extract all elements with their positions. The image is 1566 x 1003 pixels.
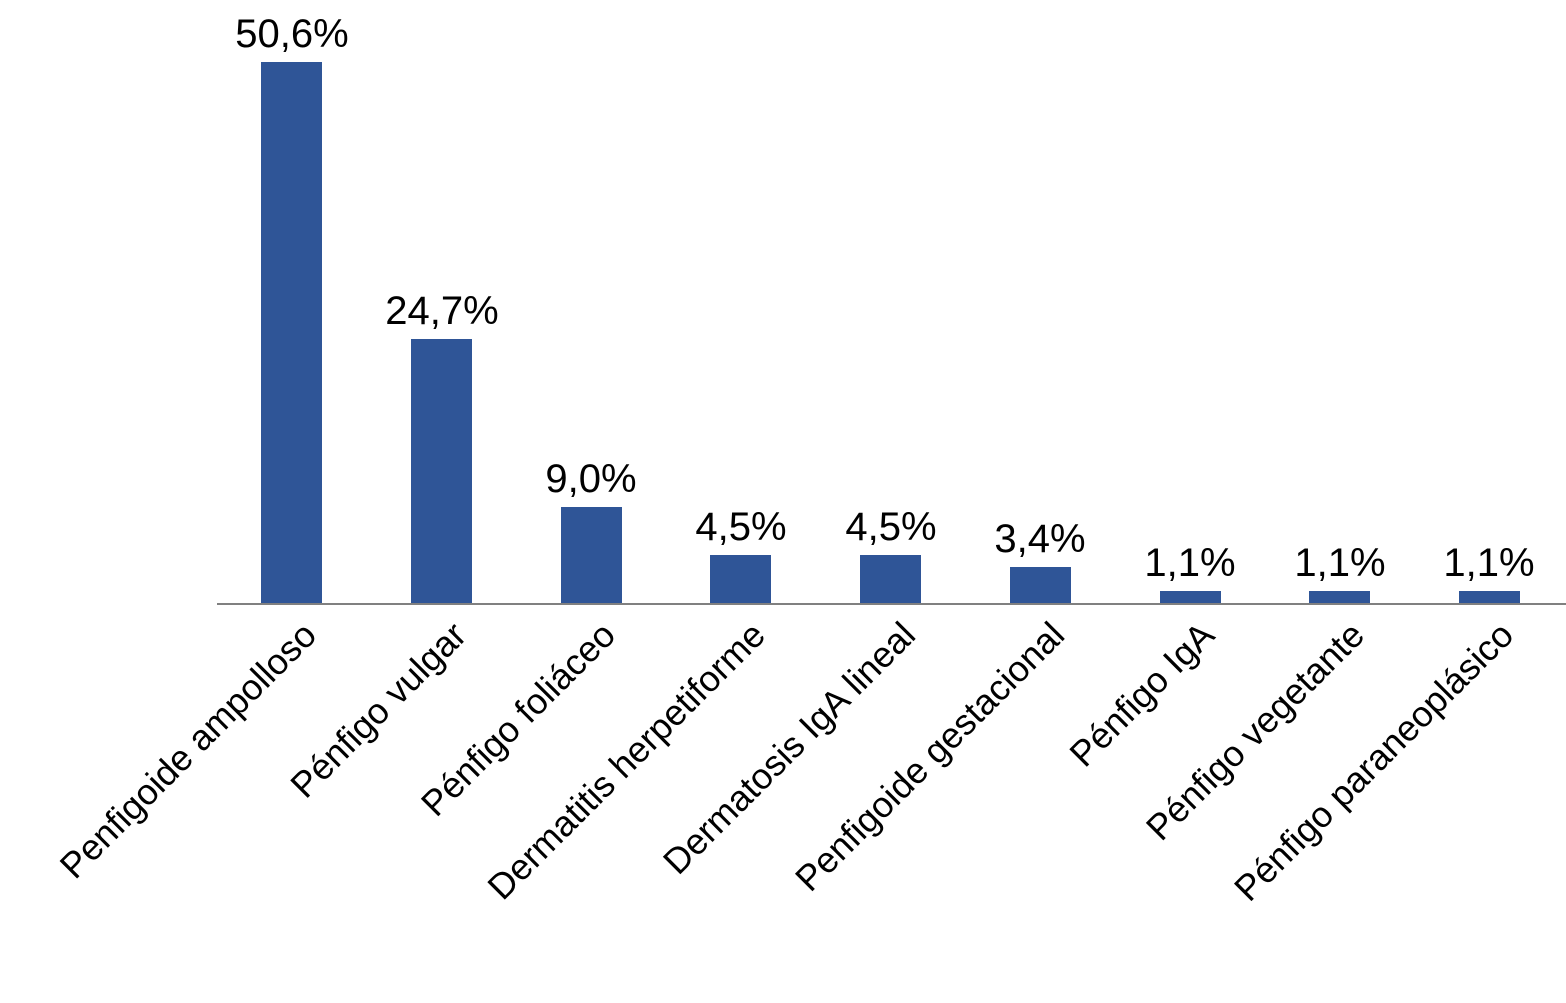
value-label: 24,7% (385, 289, 499, 333)
value-label: 1,1% (1443, 541, 1535, 585)
bar (1010, 567, 1071, 603)
x-tick-label: Dermatosis IgA lineal (654, 613, 923, 882)
value-label: 4,5% (695, 505, 787, 549)
bar (1160, 591, 1221, 603)
x-tick-label: Penfigoide gestacional (786, 613, 1072, 900)
bar (261, 62, 322, 603)
bar (561, 507, 622, 603)
value-label: 1,1% (1294, 541, 1386, 585)
x-tick-label: Penfigoide ampolloso (51, 613, 324, 887)
value-label: 9,0% (545, 457, 637, 501)
x-axis-line (217, 603, 1566, 605)
x-tick-label: Dermatitis herpetiforme (479, 613, 773, 908)
bar (411, 339, 472, 603)
x-tick-label: Pénfigo paraneoplásico (1225, 613, 1521, 909)
x-tick-label: Pénfigo IgA (1061, 613, 1222, 775)
value-label: 50,6% (235, 12, 349, 56)
bar (710, 555, 771, 603)
value-label: 4,5% (845, 505, 937, 549)
value-label: 3,4% (994, 517, 1086, 561)
bar (1309, 591, 1370, 603)
bar (860, 555, 921, 603)
bar (1459, 591, 1520, 603)
value-label: 1,1% (1144, 541, 1236, 585)
